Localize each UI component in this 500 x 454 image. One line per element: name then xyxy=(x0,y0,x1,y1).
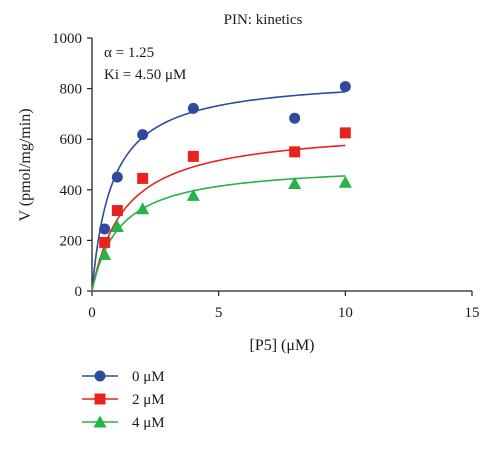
legend-label: 4 μM xyxy=(132,415,165,431)
data-point xyxy=(137,172,149,184)
x-tick-label: 10 xyxy=(338,305,353,321)
data-point xyxy=(339,127,351,139)
legend-marker xyxy=(94,393,106,405)
x-tick-label: 15 xyxy=(465,305,480,321)
annotation-alpha: α = 1.25 xyxy=(104,45,154,61)
x-tick-label: 0 xyxy=(88,305,96,321)
fit-curves xyxy=(91,91,346,292)
data-point xyxy=(111,171,123,183)
y-tick-label: 1000 xyxy=(52,31,82,47)
data-point xyxy=(136,202,150,215)
y-tick-label: 800 xyxy=(60,82,83,98)
legend-label: 2 μM xyxy=(132,392,165,408)
axes-layer: 0 5 10 15 0 200 400 600 800 1000 xyxy=(52,31,480,321)
data-point xyxy=(137,129,149,141)
data-point xyxy=(99,236,111,248)
legend-marker xyxy=(93,415,107,428)
legend-label: 0 μM xyxy=(132,369,165,385)
chart-title: PIN: kinetics xyxy=(224,12,303,28)
x-tick-label: 5 xyxy=(215,305,223,321)
fit-curve xyxy=(91,91,346,292)
x-axis-label: [P5] (μM) xyxy=(249,337,314,354)
fit-curve xyxy=(91,144,346,292)
legend-marker xyxy=(94,370,106,382)
data-point xyxy=(289,146,301,158)
data-point xyxy=(186,188,200,201)
legend: 0 μM 2 μM 4 μM xyxy=(82,369,165,431)
y-tick-label: 400 xyxy=(60,183,83,199)
y-tick-label: 600 xyxy=(60,132,83,148)
y-tick-label: 200 xyxy=(60,233,83,249)
data-point xyxy=(98,247,112,260)
data-point xyxy=(187,150,199,162)
y-axis-label: V (pmol/mg/min) xyxy=(17,108,34,221)
data-point xyxy=(339,81,351,93)
fit-curve xyxy=(91,175,346,292)
y-tick-label: 0 xyxy=(75,284,83,300)
data-point xyxy=(187,102,199,114)
data-points xyxy=(98,81,352,260)
data-point xyxy=(110,219,124,232)
data-point xyxy=(111,205,123,217)
data-point xyxy=(338,175,352,188)
annotation-ki: Ki = 4.50 μM xyxy=(104,67,186,83)
data-point xyxy=(289,112,301,124)
data-point xyxy=(288,176,302,189)
data-point xyxy=(99,223,111,235)
